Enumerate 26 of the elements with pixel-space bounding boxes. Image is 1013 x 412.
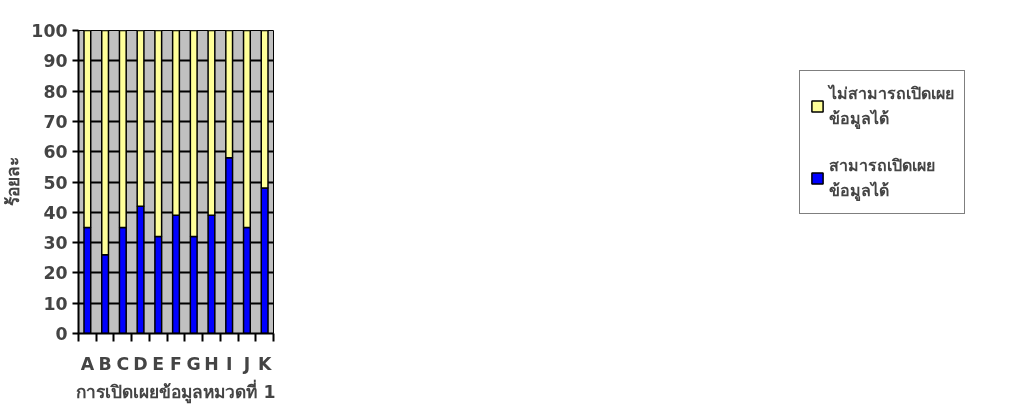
x-tick-label: H [204, 353, 219, 374]
y-tick-label: 80 [43, 81, 68, 102]
y-tick-label: 20 [43, 263, 68, 284]
legend-label: ไม่สามารถเปิดเผย ข้อมูลได้ [829, 83, 954, 131]
x-tick-label: I [225, 353, 233, 374]
y-tick-label: 60 [43, 142, 68, 163]
y-tick-label: 0 [55, 324, 68, 344]
y-tick-label: 90 [43, 51, 68, 72]
y-tick-label: 70 [43, 111, 68, 132]
x-tick-label: D [133, 353, 148, 374]
y-tick-label: 50 [43, 172, 68, 193]
legend-label: สามารถเปิดเผย ข้อมูลได้ [829, 155, 935, 203]
x-tick-label: G [186, 353, 201, 374]
x-tick-label: B [98, 353, 112, 374]
x-tick-label: F [170, 353, 182, 374]
y-tick-label: 10 [43, 293, 68, 314]
x-axis-title: การเปิดเผยข้อมูลหมวดที่ 1 [76, 378, 276, 404]
x-tick-label: C [116, 353, 130, 374]
x-tick-label: J [242, 353, 251, 374]
y-tick-label: 40 [43, 202, 68, 223]
y-tick-label: 30 [43, 233, 68, 254]
x-tick-label: K [257, 353, 272, 374]
x-tick-label: A [80, 353, 95, 374]
y-tick-label: 100 [31, 21, 68, 41]
y-axis-title: ร้อยละ [3, 157, 24, 207]
x-tick-label: E [152, 353, 165, 374]
